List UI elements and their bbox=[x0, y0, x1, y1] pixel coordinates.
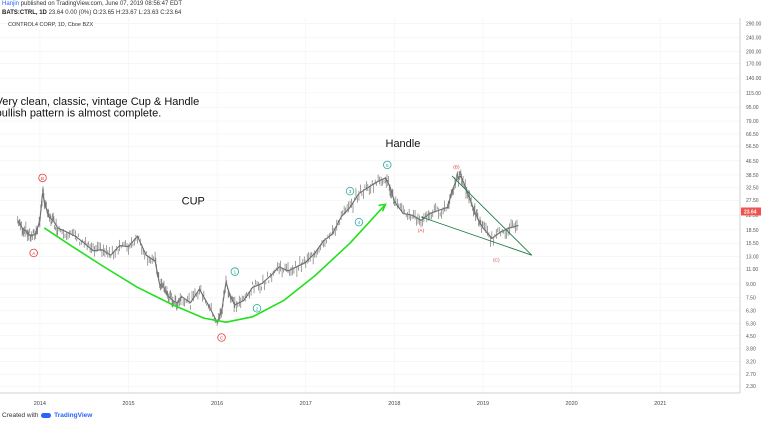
y-tick-label: 95.00 bbox=[746, 105, 759, 111]
wave-label-circle bbox=[217, 333, 226, 342]
y-tick-label: 200.00 bbox=[746, 49, 762, 55]
wave-label-circle bbox=[345, 186, 355, 196]
y-tick-label: 7.50 bbox=[746, 296, 756, 302]
x-tick-label: 2018 bbox=[388, 401, 400, 407]
y-tick-label: 56.50 bbox=[746, 144, 759, 150]
wave-label: (B) bbox=[453, 165, 460, 171]
chart-header: Hanjin published on TradingView.com, Jun… bbox=[2, 0, 762, 18]
y-tick-label: 22.50 bbox=[746, 213, 759, 219]
symbol-label: BATS:CTRL, 1D bbox=[2, 10, 47, 16]
x-tick-label: 2020 bbox=[565, 401, 577, 407]
wave-label: C bbox=[220, 336, 224, 342]
y-tick-label: 2.70 bbox=[746, 372, 756, 378]
wave-label-circle bbox=[383, 160, 392, 170]
y-tick-label: 4.50 bbox=[746, 334, 756, 340]
annotation-text: bullish pattern is almost complete. bbox=[0, 107, 161, 119]
wedge-lower-line bbox=[420, 216, 532, 256]
y-tick-label: 66.50 bbox=[746, 132, 759, 138]
wave-label: (A) bbox=[418, 228, 425, 234]
y-tick-label: 11.00 bbox=[746, 267, 758, 273]
y-tick-label: 2.30 bbox=[746, 384, 756, 390]
y-tick-label: 6.30 bbox=[746, 309, 756, 315]
x-tick-label: 2017 bbox=[300, 401, 312, 407]
x-tick-label: 2021 bbox=[654, 401, 666, 407]
annotation-text: CUP bbox=[182, 195, 205, 207]
y-tick-label: 3.20 bbox=[746, 359, 756, 365]
y-tick-label: 27.50 bbox=[746, 198, 759, 204]
y-tick-label: 38.50 bbox=[746, 173, 759, 179]
last-price-label: 23.64 bbox=[744, 209, 757, 215]
y-tick-label: 13.00 bbox=[746, 254, 759, 260]
y-tick-label: 170.00 bbox=[746, 62, 762, 68]
wave-label: 5 bbox=[386, 163, 389, 169]
tradingview-brand[interactable]: TradingView bbox=[54, 412, 93, 419]
wave-label: 4 bbox=[358, 220, 361, 226]
wave-label: B bbox=[41, 176, 44, 182]
wave-label: 2 bbox=[256, 306, 259, 312]
wave-label-circle bbox=[230, 267, 240, 276]
y-tick-label: 79.00 bbox=[746, 119, 759, 125]
wave-label-circle bbox=[354, 217, 364, 227]
y-tick-label: 9.00 bbox=[746, 282, 756, 288]
created-with-text: Created with bbox=[2, 412, 39, 419]
x-tick-label: 2016 bbox=[211, 401, 223, 407]
cup-arrow-head bbox=[378, 203, 387, 212]
wave-label: A bbox=[32, 251, 36, 257]
y-tick-label: 240.00 bbox=[746, 36, 762, 42]
y-tick-label: 46.50 bbox=[746, 159, 759, 165]
wave-label: (C) bbox=[493, 257, 500, 263]
annotation-text: Very clean, classic, vintage Cup & Handl… bbox=[0, 96, 199, 108]
wedge-upper-line bbox=[451, 175, 533, 256]
chart-title: CONTROL4 CORP, 1D, Cboe BZX bbox=[8, 22, 94, 28]
x-tick-label: 2014 bbox=[34, 401, 46, 407]
y-tick-label: 140.00 bbox=[746, 76, 762, 82]
publish-info: published on TradingView.com, June 07, 2… bbox=[20, 1, 183, 7]
last-price-badge bbox=[741, 207, 761, 216]
annotation-text: Handle bbox=[386, 138, 421, 150]
wave-label: 1 bbox=[234, 270, 237, 276]
wave-label: 3 bbox=[349, 189, 352, 195]
x-tick-label: 2019 bbox=[477, 401, 489, 407]
price-chart[interactable]: 290.00 240.00 200.00 170.00 140.00 115.00 95.0… bbox=[0, 18, 768, 412]
wave-label-circle bbox=[38, 173, 47, 183]
y-tick-label: 18.50 bbox=[746, 228, 759, 234]
y-tick-label: 3.80 bbox=[746, 347, 756, 353]
cup-curve bbox=[43, 203, 387, 323]
y-tick-label: 32.50 bbox=[746, 186, 759, 192]
wave-label-circle bbox=[29, 248, 38, 258]
tradingview-logo-icon bbox=[41, 412, 52, 418]
author-link[interactable]: Hanjin bbox=[2, 1, 20, 7]
wave-label-circle bbox=[252, 304, 262, 313]
footer: Created with TradingView bbox=[2, 412, 92, 419]
y-tick-label: 15.50 bbox=[746, 241, 759, 247]
y-tick-label: 115.00 bbox=[746, 91, 761, 97]
x-tick-label: 2015 bbox=[122, 401, 134, 407]
ohlc-values: 23.64 0.00 (0%) O:23.65 H:23.67 L:23.63 … bbox=[48, 10, 182, 16]
y-tick-label: 5.30 bbox=[746, 322, 756, 328]
y-tick-label: 290.00 bbox=[746, 22, 762, 28]
